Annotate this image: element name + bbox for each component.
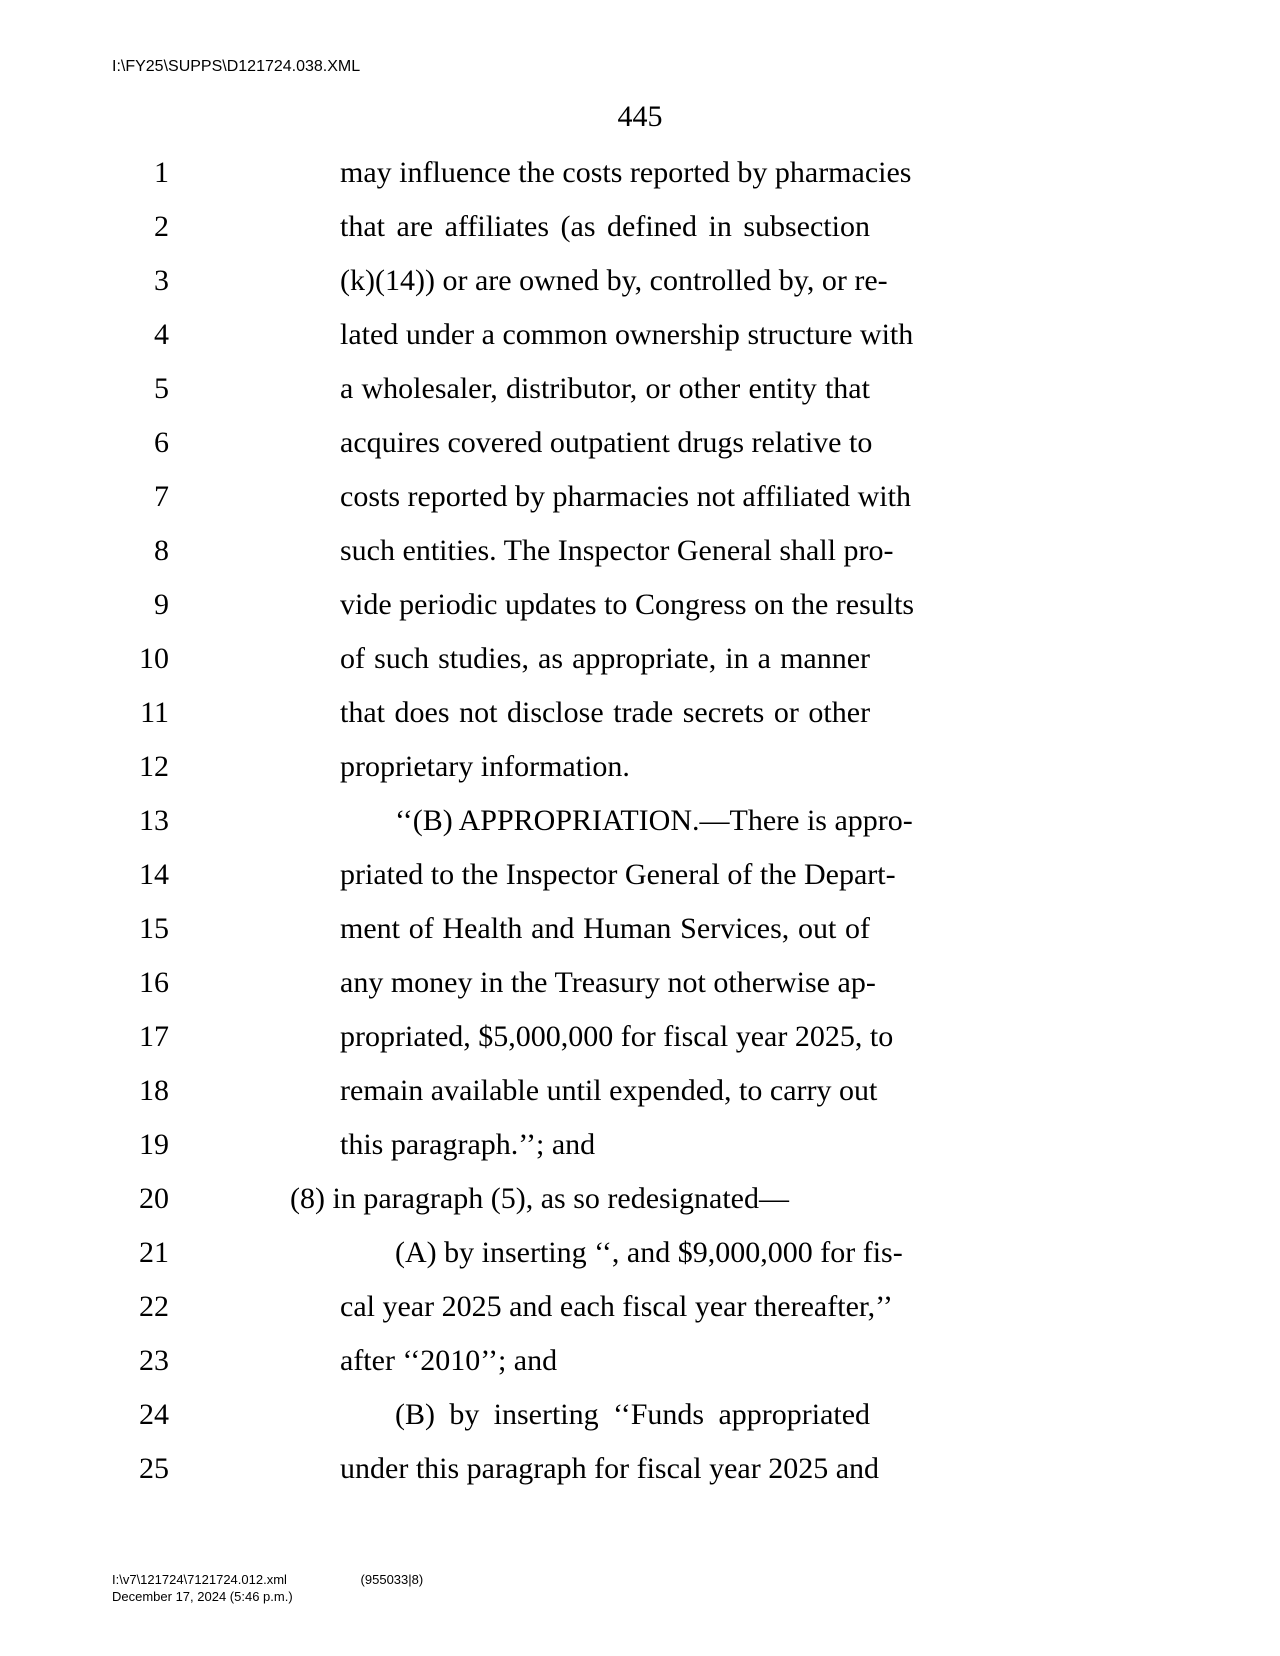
bill-line: 19this paragraph.’’; and bbox=[130, 1128, 1100, 1182]
line-number: 2 bbox=[130, 210, 225, 244]
bill-line: 22cal year 2025 and each fiscal year the… bbox=[130, 1290, 1100, 1344]
line-number: 22 bbox=[130, 1290, 225, 1324]
line-text: after ‘‘2010’’; and bbox=[225, 1344, 1100, 1378]
bill-line: 13‘‘(B) APPROPRIATION.—There is appro- bbox=[130, 804, 1100, 858]
bill-line: 25under this paragraph for fiscal year 2… bbox=[130, 1452, 1100, 1506]
bill-line: 15ment of Health and Human Services, out… bbox=[130, 912, 1100, 966]
line-text: any money in the Treasury not otherwise … bbox=[225, 966, 1100, 1000]
bill-line: 23after ‘‘2010’’; and bbox=[130, 1344, 1100, 1398]
line-text: cal year 2025 and each fiscal year there… bbox=[225, 1290, 1100, 1324]
line-text: may influence the costs reported by phar… bbox=[225, 156, 1100, 190]
footer-path: I:\v7\121724\7121724.012.xml bbox=[112, 1572, 287, 1587]
file-path: I:\FY25\SUPPS\D121724.038.XML bbox=[112, 58, 360, 76]
line-text: ment of Health and Human Services, out o… bbox=[225, 912, 1100, 946]
line-number: 3 bbox=[130, 264, 225, 298]
line-text: remain available until expended, to carr… bbox=[225, 1074, 1100, 1108]
line-number: 7 bbox=[130, 480, 225, 514]
line-number: 14 bbox=[130, 858, 225, 892]
line-text: costs reported by pharmacies not affilia… bbox=[225, 480, 1100, 514]
line-text: vide periodic updates to Congress on the… bbox=[225, 588, 1100, 622]
line-number: 10 bbox=[130, 642, 225, 676]
line-number: 24 bbox=[130, 1398, 225, 1432]
content-body: 1may influence the costs reported by pha… bbox=[130, 156, 1100, 1506]
line-number: 17 bbox=[130, 1020, 225, 1054]
line-text: (A) by inserting ‘‘, and $9,000,000 for … bbox=[225, 1236, 1100, 1270]
bill-line: 4lated under a common ownership structur… bbox=[130, 318, 1100, 372]
line-text: under this paragraph for fiscal year 202… bbox=[225, 1452, 1100, 1486]
line-number: 9 bbox=[130, 588, 225, 622]
bill-line: 9vide periodic updates to Congress on th… bbox=[130, 588, 1100, 642]
line-text: that are affiliates (as defined in subse… bbox=[225, 210, 1100, 244]
bill-line: 7costs reported by pharmacies not affili… bbox=[130, 480, 1100, 534]
bill-line: 14priated to the Inspector General of th… bbox=[130, 858, 1100, 912]
bill-line: 1may influence the costs reported by pha… bbox=[130, 156, 1100, 210]
line-text: of such studies, as appropriate, in a ma… bbox=[225, 642, 1100, 676]
line-number: 4 bbox=[130, 318, 225, 352]
bill-line: 3(k)(14)) or are owned by, controlled by… bbox=[130, 264, 1100, 318]
bill-line: 12proprietary information. bbox=[130, 750, 1100, 804]
bill-line: 17propriated, $5,000,000 for fiscal year… bbox=[130, 1020, 1100, 1074]
bill-line: 16any money in the Treasury not otherwis… bbox=[130, 966, 1100, 1020]
line-text: priated to the Inspector General of the … bbox=[225, 858, 1100, 892]
bill-line: 6acquires covered outpatient drugs relat… bbox=[130, 426, 1100, 480]
line-text: this paragraph.’’; and bbox=[225, 1128, 1100, 1162]
line-number: 1 bbox=[130, 156, 225, 190]
line-text: such entities. The Inspector General sha… bbox=[225, 534, 1100, 568]
line-number: 15 bbox=[130, 912, 225, 946]
line-number: 20 bbox=[130, 1182, 225, 1216]
line-text: a wholesaler, distributor, or other enti… bbox=[225, 372, 1100, 406]
line-number: 18 bbox=[130, 1074, 225, 1108]
line-text: ‘‘(B) APPROPRIATION.—There is appro- bbox=[225, 804, 1100, 838]
footer: I:\v7\121724\7121724.012.xml (955033|8) … bbox=[112, 1571, 423, 1606]
line-number: 11 bbox=[130, 696, 225, 730]
line-number: 25 bbox=[130, 1452, 225, 1486]
line-text: (B) by inserting ‘‘Funds appropriated bbox=[225, 1398, 1100, 1432]
line-number: 16 bbox=[130, 966, 225, 1000]
bill-line: 18remain available until expended, to ca… bbox=[130, 1074, 1100, 1128]
bill-line: 24(B) by inserting ‘‘Funds appropriated bbox=[130, 1398, 1100, 1452]
bill-line: 2that are affiliates (as defined in subs… bbox=[130, 210, 1100, 264]
line-number: 23 bbox=[130, 1344, 225, 1378]
line-number: 12 bbox=[130, 750, 225, 784]
line-text: proprietary information. bbox=[225, 750, 1100, 784]
line-text: (8) in paragraph (5), as so redesignated… bbox=[225, 1182, 1100, 1216]
line-text: that does not disclose trade secrets or … bbox=[225, 696, 1100, 730]
line-number: 21 bbox=[130, 1236, 225, 1270]
bill-line: 10of such studies, as appropriate, in a … bbox=[130, 642, 1100, 696]
footer-date: December 17, 2024 (5:46 p.m.) bbox=[112, 1588, 423, 1606]
page-number: 445 bbox=[0, 100, 1280, 134]
line-text: (k)(14)) or are owned by, controlled by,… bbox=[225, 264, 1100, 298]
line-number: 5 bbox=[130, 372, 225, 406]
line-number: 13 bbox=[130, 804, 225, 838]
bill-line: 20(8) in paragraph (5), as so redesignat… bbox=[130, 1182, 1100, 1236]
page-container: I:\FY25\SUPPS\D121724.038.XML 445 1may i… bbox=[0, 0, 1280, 1656]
bill-line: 21(A) by inserting ‘‘, and $9,000,000 fo… bbox=[130, 1236, 1100, 1290]
small-caps-heading: PPROPRIATION bbox=[480, 804, 692, 837]
line-number: 8 bbox=[130, 534, 225, 568]
bill-line: 8such entities. The Inspector General sh… bbox=[130, 534, 1100, 588]
bill-line: 11that does not disclose trade secrets o… bbox=[130, 696, 1100, 750]
line-number: 19 bbox=[130, 1128, 225, 1162]
line-text: lated under a common ownership structure… bbox=[225, 318, 1100, 352]
bill-line: 5a wholesaler, distributor, or other ent… bbox=[130, 372, 1100, 426]
line-text: propriated, $5,000,000 for fiscal year 2… bbox=[225, 1020, 1100, 1054]
line-number: 6 bbox=[130, 426, 225, 460]
line-text: acquires covered outpatient drugs relati… bbox=[225, 426, 1100, 460]
footer-ref: (955033|8) bbox=[361, 1571, 424, 1589]
